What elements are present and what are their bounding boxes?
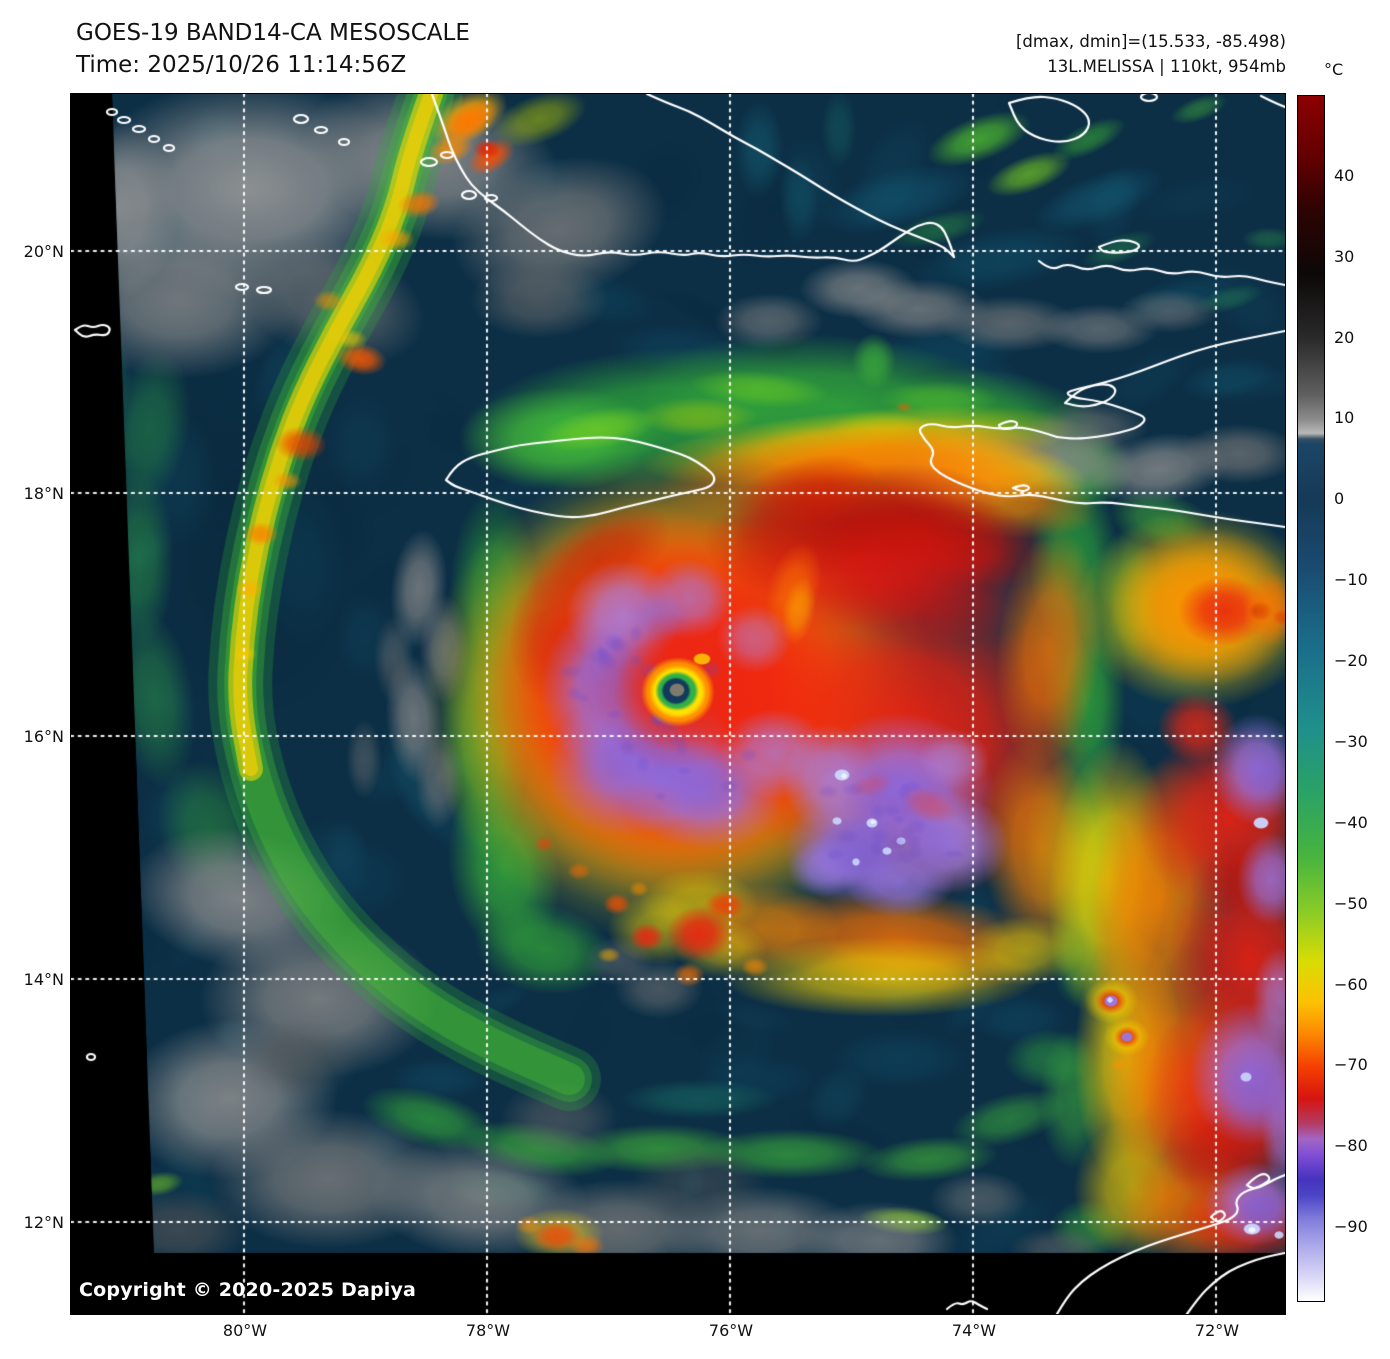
colorbar xyxy=(1297,95,1325,1302)
dmax-dmin-readout: [dmax, dmin]=(15.533, -85.498) xyxy=(1016,32,1286,51)
colorbar-tick: −60 xyxy=(1334,974,1368,994)
colorbar-tick: −70 xyxy=(1334,1055,1368,1075)
lon-tick-label: 76°W xyxy=(708,1321,754,1340)
colorbar-tick: −40 xyxy=(1334,812,1368,832)
colorbar-tick: 30 xyxy=(1334,246,1355,266)
colorbar-tick: −80 xyxy=(1334,1136,1368,1156)
product-title: GOES-19 BAND14-CA MESOSCALE xyxy=(76,20,470,46)
lat-tick-label: 12°N xyxy=(23,1213,64,1233)
colorbar-unit-label: °C xyxy=(1324,60,1344,79)
page-title: GOES-19 BAND14-CA MESOSCALE Time: 2025/1… xyxy=(76,18,470,81)
storm-info: [dmax, dmin]=(15.533, -85.498) 13L.MELIS… xyxy=(1016,30,1286,80)
lat-tick-label: 18°N xyxy=(23,484,64,504)
timestamp: Time: 2025/10/26 11:14:56Z xyxy=(76,51,407,78)
colorbar-tick: −30 xyxy=(1334,732,1368,752)
colorbar-tick: 20 xyxy=(1334,327,1355,347)
colorbar-tick: 0 xyxy=(1334,489,1345,509)
lat-tick-label: 16°N xyxy=(23,727,64,747)
colorbar-tick: −10 xyxy=(1334,570,1368,590)
copyright-text: Copyright © 2020-2025 Dapiya xyxy=(79,1279,417,1301)
colorbar-tick: −50 xyxy=(1334,893,1368,913)
colorbar-tick: 10 xyxy=(1334,408,1355,428)
lat-tick-label: 14°N xyxy=(23,970,64,990)
colorbar-tick: −90 xyxy=(1334,1217,1368,1237)
colorbar-tick: −20 xyxy=(1334,651,1368,671)
map-plot: Copyright © 2020-2025 Dapiya xyxy=(70,93,1286,1315)
lon-tick-label: 74°W xyxy=(951,1321,997,1340)
lon-tick-label: 72°W xyxy=(1194,1321,1240,1340)
colorbar-tick: 40 xyxy=(1334,165,1355,185)
lat-tick-label: 20°N xyxy=(23,242,64,262)
storm-id-intensity: 13L.MELISSA | 110kt, 954mb xyxy=(1047,56,1286,76)
lon-tick-label: 78°W xyxy=(465,1321,511,1340)
satellite-image-canvas xyxy=(71,94,1285,1314)
lon-tick-label: 80°W xyxy=(222,1321,268,1340)
